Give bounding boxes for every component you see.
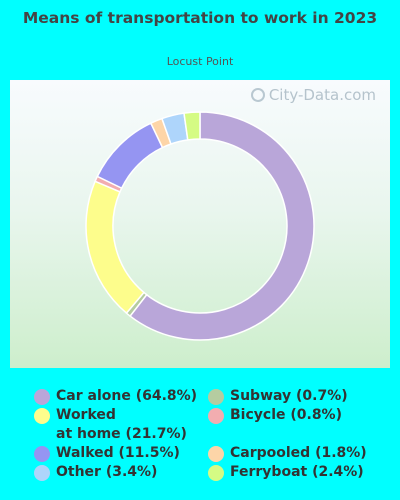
legend-label: Other (3.4%) — [56, 464, 158, 480]
watermark: City-Data.com — [250, 86, 376, 104]
legend-swatch — [208, 389, 224, 405]
legend-swatch — [208, 408, 224, 424]
legend-item: Walked (11.5%) — [34, 444, 180, 463]
slice-8 — [183, 111, 201, 141]
legend-item: Other (3.4%) — [34, 463, 157, 482]
magnifier-icon — [250, 88, 265, 102]
legend-swatch — [208, 465, 224, 481]
legend-swatch — [34, 446, 50, 462]
legend-item: Bicycle (0.8%) — [208, 406, 342, 425]
chart-subtitle: Locust Point — [166, 55, 234, 68]
slice-5 — [96, 122, 164, 190]
legend-label: Worked at home (21.7%) — [56, 407, 187, 442]
legend-item: Ferryboat (2.4%) — [208, 463, 364, 482]
slice-1 — [129, 111, 315, 341]
legend-swatch — [34, 389, 50, 405]
legend-item: Worked at home (21.7%) — [34, 406, 187, 444]
legend-label: Subway (0.7%) — [230, 388, 348, 404]
legend-swatch — [208, 446, 224, 462]
legend-label: Carpooled (1.8%) — [230, 445, 367, 461]
chart-title: Means of transportation to work in 2023 — [22, 9, 378, 27]
legend-item: Subway (0.7%) — [208, 387, 348, 406]
legend-label: Car alone (64.8%) — [56, 388, 198, 404]
watermark-text: City-Data.com — [268, 86, 376, 104]
legend-item: Car alone (64.8%) — [34, 387, 197, 406]
legend: Car alone (64.8%) Subway (0.7%) Worked at … — [0, 384, 400, 496]
slice-3 — [85, 180, 145, 315]
legend-swatch — [34, 465, 50, 481]
legend-label: Bicycle (0.8%) — [230, 407, 342, 423]
legend-item: Carpooled (1.8%) — [208, 444, 367, 463]
legend-label: Walked (11.5%) — [56, 445, 180, 461]
legend-swatch — [34, 408, 50, 424]
legend-label: Ferryboat (2.4%) — [230, 464, 364, 480]
